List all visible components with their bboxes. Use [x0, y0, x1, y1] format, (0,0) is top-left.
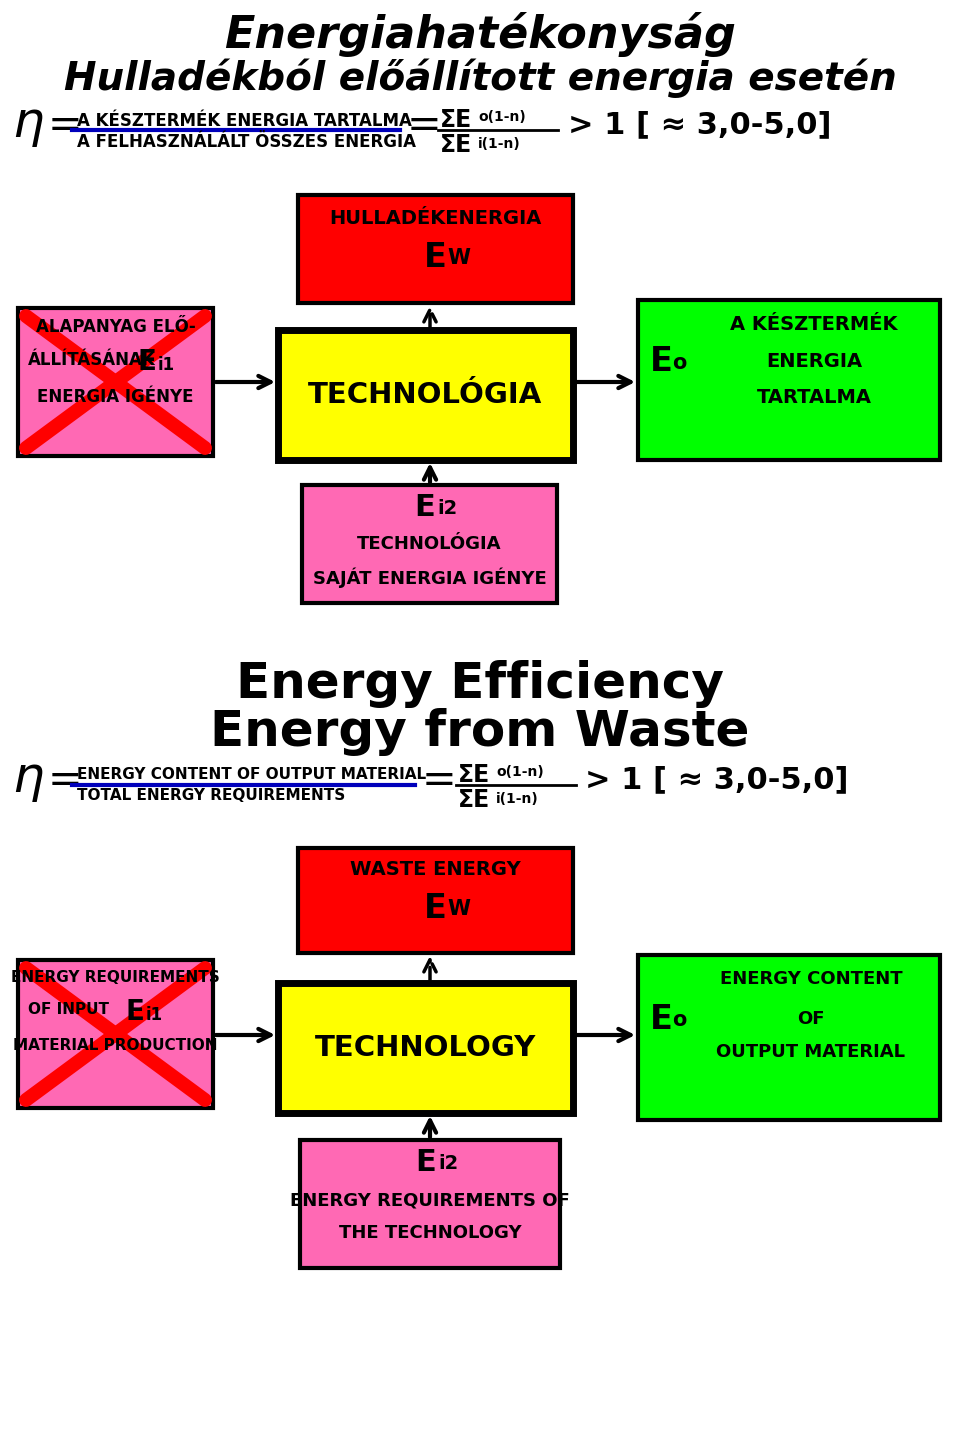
Text: ENERGY REQUIREMENTS: ENERGY REQUIREMENTS — [12, 971, 220, 985]
Bar — [298, 849, 573, 953]
Text: > 1 [ ≈ 3,0-5,0]: > 1 [ ≈ 3,0-5,0] — [585, 766, 849, 795]
Bar — [278, 330, 573, 461]
Text: ΣE: ΣE — [440, 108, 472, 132]
Text: Energy Efficiency: Energy Efficiency — [236, 660, 724, 708]
Text: i2: i2 — [438, 1154, 458, 1173]
Text: i(1-n): i(1-n) — [478, 137, 520, 151]
Text: MATERIAL PRODUCTION: MATERIAL PRODUCTION — [13, 1037, 218, 1053]
Text: TARTALMA: TARTALMA — [756, 388, 872, 407]
Text: $\eta$: $\eta$ — [12, 756, 44, 804]
Text: ENERGIA: ENERGIA — [766, 352, 862, 371]
Text: OF INPUT: OF INPUT — [28, 1003, 109, 1017]
Text: o: o — [672, 1010, 686, 1030]
Text: =: = — [407, 105, 442, 145]
Text: OUTPUT MATERIAL: OUTPUT MATERIAL — [716, 1043, 905, 1061]
Text: Energiahatékonyság: Energiahatékonyság — [224, 12, 736, 57]
Text: i1: i1 — [146, 1005, 163, 1024]
Text: TOTAL ENERGY REQUIREMENTS: TOTAL ENERGY REQUIREMENTS — [77, 788, 346, 804]
Bar — [18, 308, 213, 456]
Text: o: o — [672, 353, 686, 373]
Text: Energy from Waste: Energy from Waste — [210, 708, 750, 756]
Text: > 1 [ ≈ 3,0-5,0]: > 1 [ ≈ 3,0-5,0] — [568, 110, 831, 139]
Text: E: E — [650, 1003, 673, 1036]
Text: ENERGY REQUIREMENTS OF: ENERGY REQUIREMENTS OF — [290, 1191, 570, 1210]
Text: ΣE: ΣE — [458, 763, 491, 788]
Text: OF: OF — [797, 1010, 825, 1029]
Text: E: E — [415, 1148, 436, 1177]
Text: ΣE: ΣE — [440, 134, 472, 157]
Bar — [278, 984, 573, 1113]
Text: i(1-n): i(1-n) — [496, 792, 539, 806]
Text: =: = — [48, 758, 83, 801]
Text: ENERGY CONTENT: ENERGY CONTENT — [720, 971, 902, 988]
Text: E: E — [650, 344, 673, 378]
Text: E: E — [138, 349, 156, 376]
Text: ENERGIA IGÉNYE: ENERGIA IGÉNYE — [37, 388, 194, 405]
Text: HULLADÉKENERGIA: HULLADÉKENERGIA — [329, 209, 541, 228]
Bar — [638, 299, 940, 461]
Text: Hulladékból előállított energia esetén: Hulladékból előállított energia esetén — [63, 58, 897, 97]
Bar — [638, 955, 940, 1120]
Text: SAJÁT ENERGIA IGÉNYE: SAJÁT ENERGIA IGÉNYE — [313, 567, 546, 587]
Text: E: E — [423, 892, 446, 926]
Text: ALAPANYAG ELŐ-: ALAPANYAG ELŐ- — [36, 318, 196, 336]
Text: WASTE ENERGY: WASTE ENERGY — [350, 860, 521, 879]
Bar — [302, 485, 557, 603]
Text: ΣE: ΣE — [458, 788, 491, 812]
Text: E: E — [126, 998, 145, 1026]
Bar — [298, 195, 573, 304]
Text: o(1-n): o(1-n) — [478, 110, 526, 124]
Text: $\eta$: $\eta$ — [12, 102, 44, 150]
Text: =: = — [422, 758, 457, 801]
Bar — [18, 960, 213, 1109]
Text: TECHNOLÓGIA: TECHNOLÓGIA — [308, 381, 542, 408]
Text: E: E — [415, 493, 435, 522]
Text: A FELHASZNÁLÁLT ÖSSZES ENERGIA: A FELHASZNÁLÁLT ÖSSZES ENERGIA — [77, 134, 416, 151]
Text: i2: i2 — [438, 498, 458, 519]
Text: W: W — [447, 899, 470, 918]
Bar — [300, 1141, 560, 1268]
Text: ÁLLÍTÁSÁNAK: ÁLLÍTÁSÁNAK — [28, 352, 156, 369]
Text: THE TECHNOLOGY: THE TECHNOLOGY — [339, 1223, 521, 1242]
Text: E: E — [423, 241, 446, 275]
Text: o(1-n): o(1-n) — [496, 764, 543, 779]
Text: A KÉSZTERMÉK: A KÉSZTERMÉK — [731, 315, 898, 334]
Text: =: = — [48, 105, 83, 145]
Text: A KÉSZTERMÉK ENERGIA TARTALMA: A KÉSZTERMÉK ENERGIA TARTALMA — [77, 112, 412, 129]
Text: W: W — [447, 248, 470, 267]
Text: TECHNOLOGY: TECHNOLOGY — [315, 1035, 536, 1062]
Text: ENERGY CONTENT OF OUTPUT MATERIAL: ENERGY CONTENT OF OUTPUT MATERIAL — [77, 767, 426, 782]
Text: i1: i1 — [158, 356, 175, 373]
Text: TECHNOLÓGIA: TECHNOLÓGIA — [357, 535, 502, 554]
